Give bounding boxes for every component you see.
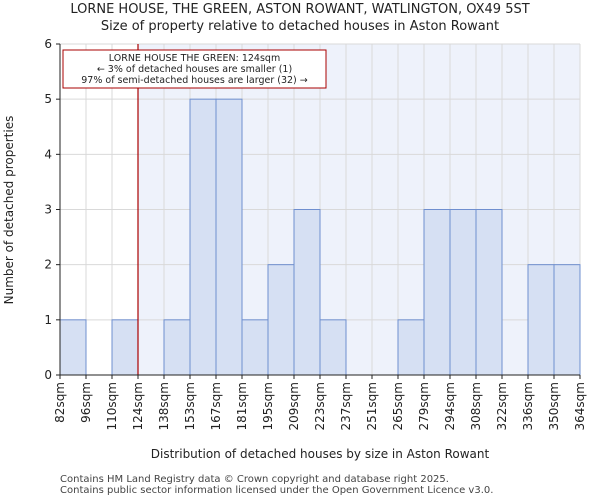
x-tick-label: 308sqm <box>469 382 483 430</box>
annotation-title: LORNE HOUSE THE GREEN: 124sqm <box>109 53 280 64</box>
x-tick-label: 153sqm <box>183 382 197 430</box>
histogram-bar <box>111 319 139 376</box>
histogram-bar <box>267 264 295 376</box>
x-tick-label: 265sqm <box>391 382 405 430</box>
chart-subtitle: Size of property relative to detached ho… <box>100 19 500 34</box>
x-tick-label: 82sqm <box>53 382 67 423</box>
histogram-bar <box>189 98 217 376</box>
histogram-bar <box>527 264 555 376</box>
x-tick-label: 294sqm <box>443 382 457 430</box>
x-tick-label: 279sqm <box>417 382 431 430</box>
footer-copyright: Contains HM Land Registry data © Crown c… <box>60 474 449 485</box>
x-tick-label: 195sqm <box>261 382 275 430</box>
histogram-bar <box>319 319 347 376</box>
x-tick-label: 251sqm <box>365 382 379 430</box>
chart-title: LORNE HOUSE, THE GREEN, ASTON ROWANT, WA… <box>70 2 530 17</box>
footer-licence: Contains public sector information licen… <box>60 485 494 496</box>
y-tick-label: 5 <box>44 92 52 106</box>
histogram-bar <box>449 209 477 376</box>
y-tick-label: 2 <box>44 258 52 272</box>
x-tick-label: 138sqm <box>157 382 171 430</box>
histogram-bar <box>397 319 425 376</box>
y-axis-label: Number of detached properties <box>2 116 16 305</box>
x-tick-label: 336sqm <box>521 382 535 430</box>
x-tick-label: 237sqm <box>339 382 353 430</box>
histogram-bar <box>423 209 451 376</box>
x-tick-label: 124sqm <box>131 382 145 430</box>
histogram-bar <box>241 319 269 376</box>
y-tick-label: 6 <box>44 37 52 51</box>
x-tick-label: 364sqm <box>573 382 587 430</box>
histogram-bar <box>293 209 321 376</box>
y-tick-label: 0 <box>44 368 52 382</box>
histogram-bar <box>59 319 87 376</box>
x-tick-label: 110sqm <box>105 382 119 430</box>
y-tick-label: 3 <box>44 203 52 217</box>
x-tick-label: 181sqm <box>235 382 249 430</box>
x-tick-label: 350sqm <box>547 382 561 430</box>
x-axis-label: Distribution of detached houses by size … <box>151 447 490 461</box>
x-tick-label: 209sqm <box>287 382 301 430</box>
annotation-larger: 97% of semi-detached houses are larger (… <box>81 75 308 86</box>
x-tick-label: 167sqm <box>209 382 223 430</box>
x-tick-label: 322sqm <box>495 382 509 430</box>
x-tick-label: 223sqm <box>313 382 327 430</box>
y-tick-label: 1 <box>44 313 52 327</box>
histogram-bar <box>475 209 503 376</box>
annotation-smaller: ← 3% of detached houses are smaller (1) <box>97 64 292 75</box>
histogram-bar <box>553 264 581 376</box>
y-tick-label: 4 <box>44 147 52 161</box>
histogram-bar <box>163 319 191 376</box>
annotation-box <box>62 49 327 89</box>
x-tick-label: 96sqm <box>79 382 93 423</box>
histogram-bar <box>215 98 243 376</box>
